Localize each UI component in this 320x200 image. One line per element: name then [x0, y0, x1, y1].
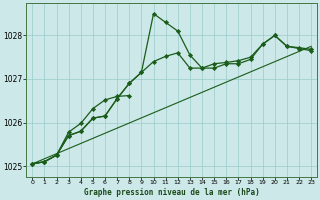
X-axis label: Graphe pression niveau de la mer (hPa): Graphe pression niveau de la mer (hPa) — [84, 188, 260, 197]
